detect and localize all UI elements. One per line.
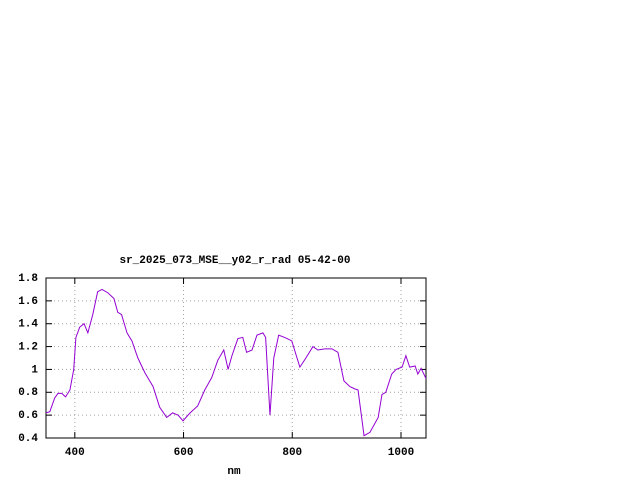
y-tick-label: 1.6 (18, 296, 38, 308)
y-tick-label: 0.8 (18, 387, 38, 399)
x-tick-label: 1000 (388, 447, 414, 459)
y-tick-label: 1.2 (18, 341, 38, 353)
x-tick-label: 600 (174, 447, 194, 459)
x-tick-label: 800 (282, 447, 302, 459)
x-tick-label: 400 (65, 447, 85, 459)
y-tick-label: 0.6 (18, 410, 38, 422)
y-tick-label: 1.8 (18, 273, 38, 285)
data-line (45, 288, 427, 437)
x-axis-label: nm (227, 466, 241, 478)
chart-title: sr_2025_073_MSE__y02_r_rad 05-42-00 (119, 255, 350, 267)
y-tick-label: 0.4 (18, 433, 38, 445)
y-tick-label: 1 (31, 364, 38, 376)
plot-frame (45, 277, 427, 439)
y-tick-label: 1.4 (18, 319, 38, 331)
